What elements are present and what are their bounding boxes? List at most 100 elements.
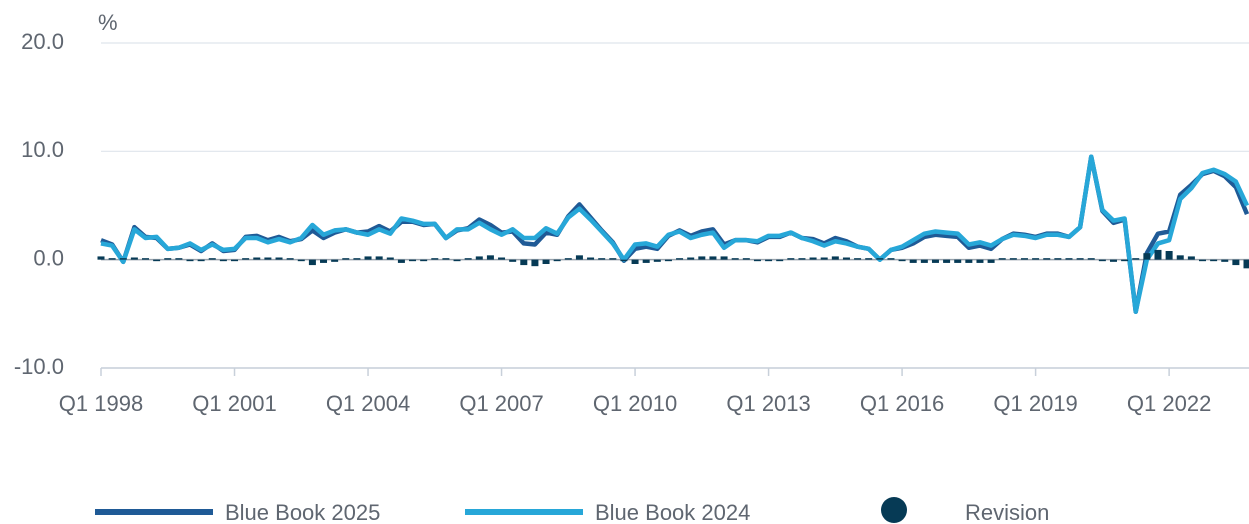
revision-bar	[620, 259, 628, 262]
x-tick-label: Q1 2022	[1127, 391, 1211, 416]
revision-bar	[297, 259, 305, 262]
revision-bar	[931, 259, 939, 263]
revision-bar	[320, 259, 328, 263]
revision-bar	[142, 258, 150, 260]
x-tick-label: Q1 1998	[59, 391, 143, 416]
revision-bar	[842, 257, 850, 260]
legend-label: Blue Book 2024	[595, 500, 750, 524]
revision-bar	[1232, 259, 1240, 266]
revision-bar	[464, 258, 472, 260]
revision-bar	[887, 258, 895, 260]
revision-bar	[687, 257, 695, 260]
revision-bar	[253, 257, 261, 260]
revision-bar	[453, 259, 461, 262]
revision-bar	[97, 256, 105, 260]
revision-bar	[876, 258, 884, 260]
revision-bar	[943, 259, 951, 263]
revision-bar	[486, 255, 494, 260]
revision-bar	[731, 258, 739, 260]
revision-bar	[1020, 258, 1028, 260]
revision-bar	[1243, 259, 1249, 269]
revision-bar	[119, 258, 127, 260]
revision-bar	[854, 258, 862, 260]
revision-bar	[920, 259, 928, 263]
revision-bar	[130, 257, 138, 260]
revision-bar	[308, 259, 316, 266]
y-tick-label: 10.0	[21, 137, 64, 162]
revision-bar	[231, 259, 239, 262]
revision-bar	[498, 257, 506, 260]
revision-bar	[1065, 258, 1073, 260]
revision-bar	[587, 257, 595, 260]
revision-bar	[420, 259, 428, 262]
revision-bar	[954, 259, 962, 263]
x-tick-label: Q1 2007	[459, 391, 543, 416]
revision-bar	[197, 259, 205, 262]
line-series	[100, 154, 1249, 314]
revision-bar	[1221, 259, 1229, 262]
revision-bar	[342, 258, 350, 260]
revision-bar	[375, 256, 383, 260]
revision-bar	[664, 259, 672, 262]
revision-bar	[742, 258, 750, 260]
revision-bar	[1009, 258, 1017, 260]
revision-bar	[1187, 256, 1195, 260]
revision-bar	[720, 256, 728, 260]
revision-bar	[575, 255, 583, 260]
revision-bar	[275, 257, 283, 260]
revision-bar	[831, 256, 839, 260]
revision-bar	[965, 259, 973, 263]
revision-bar	[364, 256, 372, 260]
revision-bar	[431, 258, 439, 260]
revision-bar	[809, 257, 817, 260]
revision-bar	[898, 259, 906, 262]
revision-bar	[798, 258, 806, 260]
revision-bar	[1076, 258, 1084, 260]
x-tick-label: Q1 2001	[192, 391, 276, 416]
revision-bar	[164, 258, 172, 260]
revision-bar	[331, 259, 339, 262]
revision-bar	[998, 258, 1006, 260]
revision-bar	[787, 258, 795, 260]
revision-bar	[676, 258, 684, 260]
x-tick-label: Q1 2010	[593, 391, 677, 416]
revision-bar	[776, 259, 784, 262]
revision-bar	[987, 259, 995, 263]
revision-bar	[1154, 249, 1162, 260]
revision-bar	[1198, 259, 1206, 262]
x-tick-label: Q1 2016	[860, 391, 944, 416]
revision-bar	[531, 259, 539, 267]
revision-bar	[286, 258, 294, 260]
revision-bar	[353, 258, 361, 260]
revision-bar	[386, 257, 394, 260]
revision-bar	[1121, 259, 1129, 262]
revision-bar	[909, 259, 917, 263]
y-tick-label: -10.0	[14, 354, 64, 379]
revision-bar	[553, 259, 561, 262]
revision-bar	[509, 259, 517, 262]
revision-bar	[1165, 251, 1173, 260]
revision-bar	[1043, 258, 1051, 260]
y-tick-label: 20.0	[21, 29, 64, 54]
revision-bar	[175, 258, 183, 260]
revision-bar	[976, 259, 984, 263]
revision-bar	[698, 256, 706, 260]
revision-bar	[709, 256, 717, 260]
revision-bar	[186, 259, 194, 262]
revision-bar	[520, 259, 528, 266]
revision-bar	[1032, 258, 1040, 260]
revision-bar	[442, 258, 450, 260]
revision-bar	[208, 258, 216, 260]
revision-bar	[564, 258, 572, 260]
revision-bar	[865, 258, 873, 260]
revision-bar	[598, 258, 606, 260]
revision-bar	[820, 257, 828, 260]
revision-bar	[642, 259, 650, 263]
revision-bar	[753, 259, 761, 262]
x-tick-label: Q1 2004	[326, 391, 410, 416]
y-tick-label: 0.0	[33, 245, 64, 270]
revision-bar	[1087, 258, 1095, 260]
revision-bar	[1143, 253, 1151, 260]
x-tick-label: Q1 2019	[993, 391, 1077, 416]
